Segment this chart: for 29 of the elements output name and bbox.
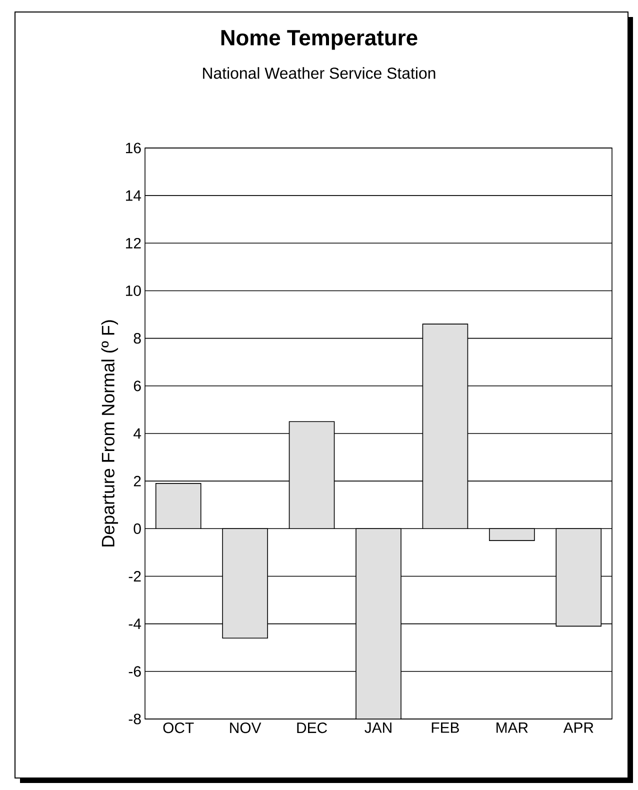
bar	[288, 421, 335, 530]
y-tick-label: -2	[128, 571, 141, 582]
y-tick-label: 0	[134, 523, 141, 534]
chart-subtitle: National Weather Service Station	[203, 67, 436, 79]
y-tick-label: -6	[128, 666, 141, 677]
y-tick-label: 4	[134, 428, 142, 439]
bar	[222, 528, 268, 638]
bar	[489, 528, 535, 541]
y-tick-label: -8	[128, 714, 141, 724]
y-tick-label: 14	[126, 190, 142, 201]
x-tick-label: MAR	[496, 722, 528, 733]
y-tick-label: 8	[134, 333, 141, 344]
x-tick-label: OCT	[163, 722, 194, 734]
y-axis-title: Departure From Normal (º F)	[101, 320, 118, 546]
x-tick-label: DEC	[297, 722, 327, 734]
y-tick-label: -4	[128, 618, 142, 629]
y-tick-label: 16	[126, 142, 141, 154]
bar	[556, 528, 602, 627]
x-tick-label: FEB	[432, 722, 459, 733]
x-tick-label: JAN	[364, 722, 392, 733]
y-tick-label: 6	[134, 380, 141, 392]
x-tick-label: APR	[563, 722, 594, 733]
bar	[155, 483, 202, 530]
bar	[422, 324, 468, 530]
chart-title: Nome Temperature	[221, 30, 418, 50]
y-tick-label: 10	[126, 285, 141, 296]
x-tick-label: NOV	[230, 722, 262, 734]
y-tick-label: 12	[126, 238, 141, 248]
y-tick-label: 2	[134, 476, 141, 486]
